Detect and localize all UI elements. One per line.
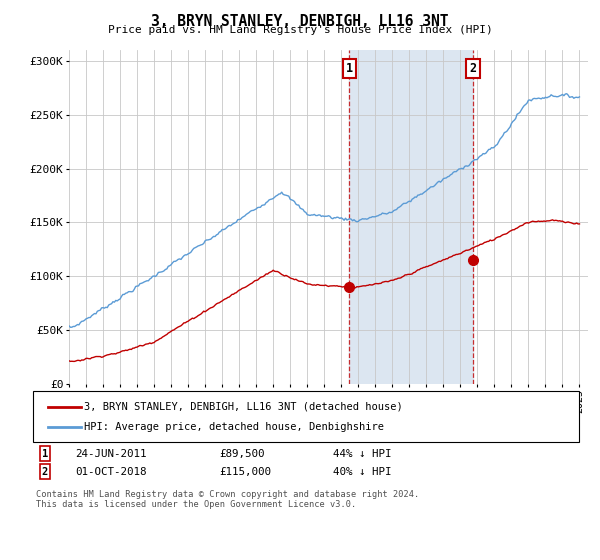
Text: 40% ↓ HPI: 40% ↓ HPI [333, 466, 392, 477]
Text: 1: 1 [42, 449, 48, 459]
Text: £89,500: £89,500 [219, 449, 265, 459]
Text: Contains HM Land Registry data © Crown copyright and database right 2024.
This d: Contains HM Land Registry data © Crown c… [36, 490, 419, 510]
Text: 2: 2 [470, 62, 477, 75]
Text: HPI: Average price, detached house, Denbighshire: HPI: Average price, detached house, Denb… [84, 422, 384, 432]
Text: 3, BRYN STANLEY, DENBIGH, LL16 3NT (detached house): 3, BRYN STANLEY, DENBIGH, LL16 3NT (deta… [84, 402, 403, 412]
Text: 24-JUN-2011: 24-JUN-2011 [75, 449, 146, 459]
Text: 44% ↓ HPI: 44% ↓ HPI [333, 449, 392, 459]
Text: £115,000: £115,000 [219, 466, 271, 477]
Text: 1: 1 [346, 62, 353, 75]
Text: 2: 2 [42, 466, 48, 477]
Text: 3, BRYN STANLEY, DENBIGH, LL16 3NT: 3, BRYN STANLEY, DENBIGH, LL16 3NT [151, 14, 449, 29]
Text: 01-OCT-2018: 01-OCT-2018 [75, 466, 146, 477]
Text: Price paid vs. HM Land Registry's House Price Index (HPI): Price paid vs. HM Land Registry's House … [107, 25, 493, 35]
Bar [349, 50, 473, 384]
